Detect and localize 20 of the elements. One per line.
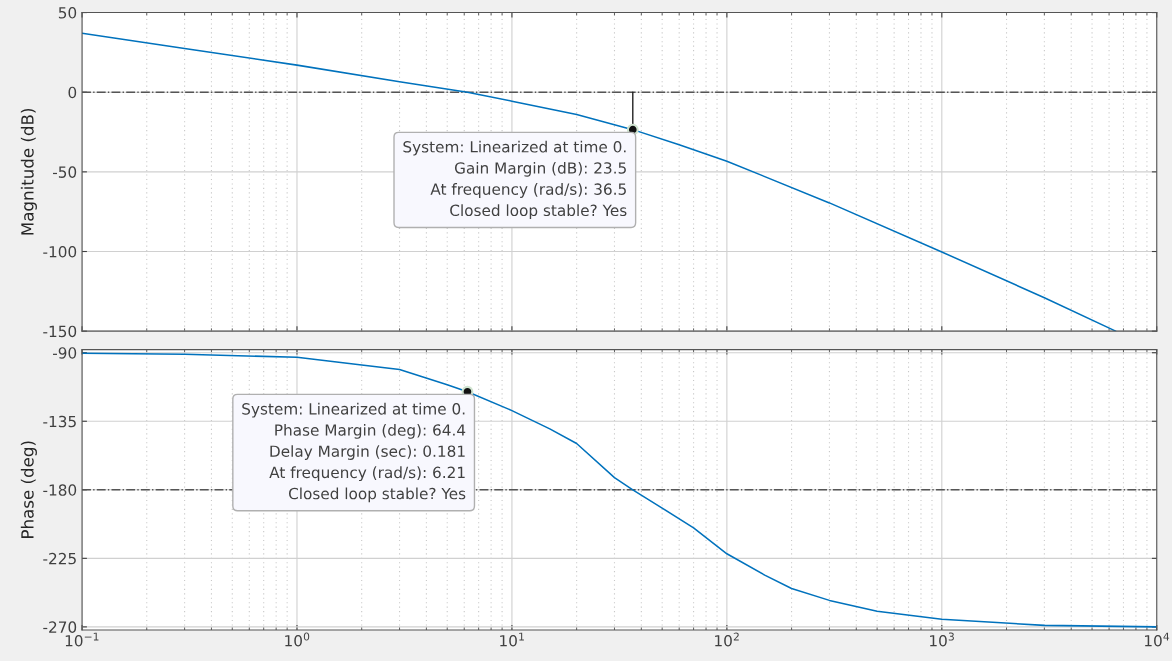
x-tick-label: 10$^{−1}$ <box>65 632 99 647</box>
y-axis-title: Magnitude (dB) <box>20 108 37 235</box>
y-tick-label: -50 <box>52 166 77 178</box>
x-tick-label: 10$^{0}$ <box>285 632 310 647</box>
y-tick-label: -225 <box>43 552 76 565</box>
y-tick-label: 50 <box>58 7 77 19</box>
y-tick-label: -90 <box>52 347 77 359</box>
y-tick-label: 0 <box>68 86 77 99</box>
annotation: System: Linearized at time 0. Phase Margin (deg): 64.4 Delay Margin (sec): 0.181 At frequency (rad/s): 6.21 Closed loop stable? Yes <box>242 402 466 503</box>
y-tick-label: -180 <box>43 484 77 496</box>
x-tick-label: 10$^{4}$ <box>1145 632 1170 647</box>
y-axis-title: Phase (deg) <box>20 441 37 538</box>
x-tick-label: 10$^{3}$ <box>930 632 954 647</box>
y-tick-label: -100 <box>43 245 77 258</box>
annotation: System: Linearized at time 0. Gain Margin (dB): 23.5 At frequency (rad/s): 36.5 Closed loop stable? Yes <box>403 140 627 220</box>
x-tick-label: 10$^{2}$ <box>715 632 739 647</box>
y-tick-label: -150 <box>43 325 77 338</box>
y-tick-label: -135 <box>43 415 76 428</box>
x-tick-label: 10$^{1}$ <box>500 632 524 647</box>
y-tick-label: -270 <box>43 621 77 633</box>
